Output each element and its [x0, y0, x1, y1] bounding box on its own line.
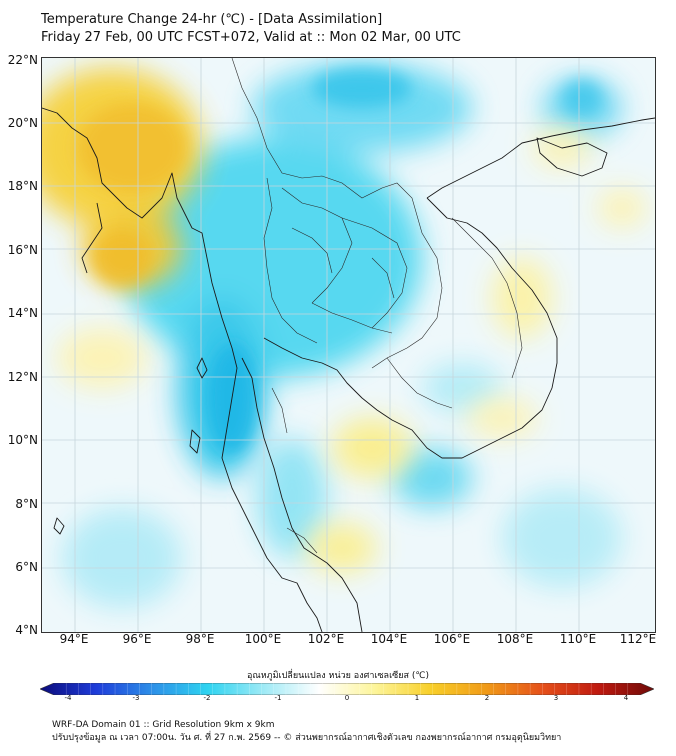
lat-tick: 8°N	[15, 497, 38, 511]
colorbar-label: อุณหภูมิเปลี่ยนแปลง หน่วย องศาเซลเซียส (…	[246, 671, 430, 681]
colorbar	[39, 680, 655, 696]
lon-tick: 112°E	[619, 632, 657, 646]
colorbar-segments	[65, 683, 629, 695]
footer-line-1: WRF-DA Domain 01 :: Grid Resolution 9km …	[52, 720, 275, 730]
lat-tick: 22°N	[7, 53, 38, 67]
title-line-2: Friday 27 Feb, 00 UTC FCST+072, Valid at…	[41, 30, 461, 45]
colorbar-tick: 1	[414, 694, 420, 702]
colorbar-tick: -4	[64, 694, 72, 702]
colorbar-tick: 3	[553, 694, 559, 702]
colorbar-tick: -2	[203, 694, 211, 702]
coastlines	[42, 107, 655, 632]
lat-tick: 14°N	[7, 306, 38, 320]
lat-tick: 12°N	[7, 370, 38, 384]
lon-tick: 104°E	[370, 632, 408, 646]
lat-tick: 4°N	[15, 623, 38, 637]
lon-tick: 102°E	[307, 632, 345, 646]
colorbar-tick: 0	[344, 694, 350, 702]
footer-line-2: ปรับปรุงข้อมูล ณ เวลา 07:00น. วัน ศ. ที่…	[52, 733, 562, 743]
colorbar-tick: 4	[623, 694, 629, 702]
lon-tick: 106°E	[433, 632, 471, 646]
footer: WRF-DA Domain 01 :: Grid Resolution 9km …	[52, 719, 561, 745]
admin-borders	[231, 58, 523, 554]
title-line-1: Temperature Change 24-hr (℃) - [Data Ass…	[41, 12, 383, 27]
lon-tick: 110°E	[559, 632, 597, 646]
lon-tick: 98°E	[185, 632, 215, 646]
chart-title: Temperature Change 24-hr (℃) - [Data Ass…	[41, 11, 461, 47]
lat-tick: 6°N	[15, 560, 38, 574]
map-panel[interactable]	[41, 57, 656, 633]
lat-tick: 16°N	[7, 243, 38, 257]
lat-tick: 18°N	[7, 179, 38, 193]
colorbar-tick: -1	[274, 694, 282, 702]
lon-tick: 94°E	[59, 632, 89, 646]
lon-tick: 108°E	[496, 632, 534, 646]
temperature-map	[42, 58, 655, 632]
lon-tick: 100°E	[244, 632, 282, 646]
colorbar-tick: -3	[132, 694, 140, 702]
colorbar-tick: 2	[484, 694, 490, 702]
lon-tick: 96°E	[122, 632, 152, 646]
graticule	[42, 58, 655, 632]
lat-tick: 10°N	[7, 433, 38, 447]
lat-tick: 20°N	[7, 116, 38, 130]
